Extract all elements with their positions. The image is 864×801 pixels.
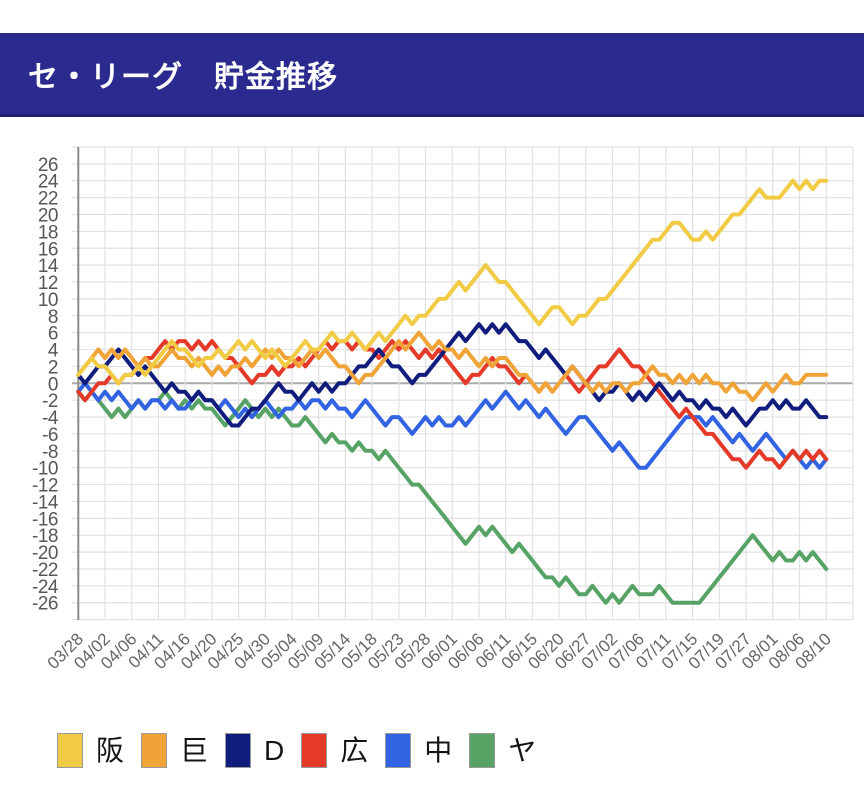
y-tick-label: 16 [38,239,58,260]
legend-item-dena: D [225,732,285,768]
legend-label-hiroshima: 広 [340,734,369,766]
y-tick-label: 6 [48,324,58,345]
legend-item-yakult: ヤ [469,732,537,768]
y-tick-label: -12 [32,476,58,497]
y-tick-label: 22 [38,189,58,210]
legend-swatch-yakult [469,732,496,768]
series-line-hiroshima [76,339,829,470]
y-tick-label: 20 [38,206,58,227]
y-tick-label: 18 [38,222,58,243]
y-tick-label: 12 [38,273,58,294]
savings-transition-chart: 26242220181614121086420-2-4-6-8-10-12-14… [32,146,854,673]
legend-label-kyojin: 巨 [180,734,209,766]
legend-swatch-hanshin [57,732,83,768]
y-tick-label: 8 [48,307,58,328]
y-tick-label: 24 [38,172,59,193]
y-tick-label: 0 [48,374,58,395]
header-bar: セ・リーグ 貯金推移 [0,33,864,117]
legend-swatch-hiroshima [301,732,328,768]
y-tick-label: 4 [48,341,59,362]
y-tick-label: 14 [38,256,59,277]
legend-swatch-chunichi [385,732,412,768]
y-tick-label: -6 [42,425,58,446]
legend-item-hanshin: 阪 [57,732,125,768]
series-line-hanshin [76,178,829,386]
legend-label-yakult: ヤ [508,734,537,766]
y-tick-label: -16 [32,509,58,530]
y-tick-label: -14 [32,492,59,513]
y-tick-label: -24 [32,577,59,598]
legend-swatch-kyojin [141,732,168,768]
y-tick-label: -10 [32,459,58,480]
y-tick-label: 26 [38,155,58,176]
y-tick-label: -22 [32,560,58,581]
y-tick-label: 10 [38,290,58,311]
y-tick-label: -4 [42,408,59,429]
y-tick-label: -20 [32,543,58,564]
legend-label-chunichi: 中 [424,734,453,766]
legend-label-hanshin: 阪 [96,734,125,766]
page-title: セ・リーグ 貯金推移 [28,60,338,94]
legend-item-hiroshima: 広 [301,732,369,768]
y-tick-label: -8 [42,442,58,463]
legend-label-dena: D [264,734,285,766]
series-line-yakult [76,389,829,605]
y-tick-label: -2 [42,391,58,412]
y-tick-label: -18 [32,526,58,547]
y-tick-label: -26 [32,594,58,615]
legend-item-chunichi: 中 [385,732,453,768]
y-tick-label: 2 [48,357,58,378]
series-line-dena [76,322,829,428]
legend-swatch-dena [225,732,252,768]
legend-item-kyojin: 巨 [141,732,209,768]
